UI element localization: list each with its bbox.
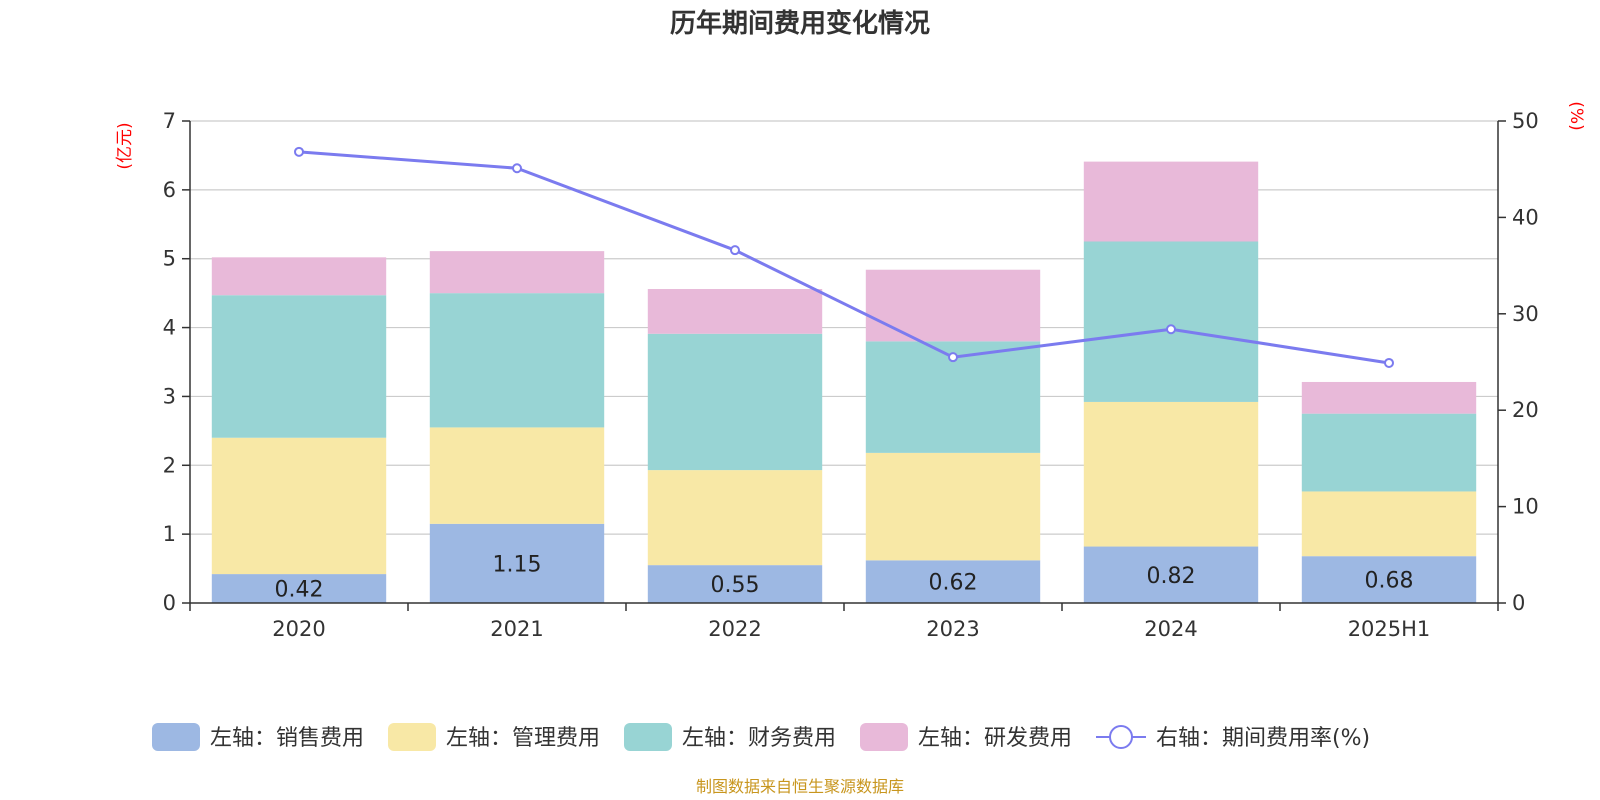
legend-swatch xyxy=(388,723,436,751)
legend-swatch xyxy=(152,723,200,751)
bar-segment xyxy=(1083,241,1259,402)
left-axis-unit: (亿元) xyxy=(115,122,135,169)
right-tick-label: 0 xyxy=(1512,591,1525,615)
data-labels: 0.42 1.15 0.55 0.62 0.82 0.68 xyxy=(275,552,1414,602)
bar-segment xyxy=(1083,161,1259,242)
bar-segment xyxy=(1083,546,1259,603)
bar-segment xyxy=(647,333,823,471)
right-tick-label: 20 xyxy=(1512,398,1539,422)
bar-segment xyxy=(865,560,1041,603)
rate-line xyxy=(294,146,1394,368)
bar-segment xyxy=(429,293,605,428)
legend-label: 左轴：研发费用 xyxy=(918,726,1072,751)
legend-label: 左轴：销售费用 xyxy=(210,726,364,751)
rate-line-path xyxy=(298,150,1390,365)
bar-segment xyxy=(211,257,387,296)
right-tick-label: 10 xyxy=(1512,495,1539,519)
legend-label: 左轴：管理费用 xyxy=(446,726,600,751)
bar-segment xyxy=(647,565,823,603)
x-tick-label: 2023 xyxy=(926,617,979,641)
bars xyxy=(211,161,1477,603)
left-tick-label: 0 xyxy=(163,591,176,615)
rate-line-point xyxy=(1166,324,1176,335)
bar-segment xyxy=(211,437,387,575)
bar-data-label: 0.62 xyxy=(929,571,978,596)
bar-segment xyxy=(1301,556,1477,603)
bar-data-label: 0.68 xyxy=(1365,569,1414,594)
rate-line-point xyxy=(730,245,740,256)
left-tick-label: 7 xyxy=(163,109,176,133)
bar-data-label: 0.42 xyxy=(275,578,324,603)
left-tick-label: 6 xyxy=(163,178,176,202)
left-tick-label: 1 xyxy=(163,522,176,546)
bar-segment xyxy=(865,452,1041,561)
left-tick-label: 3 xyxy=(163,384,176,408)
axes: 0 1 2 3 4 5 6 7 0 10 20 30 40 50 2020 2021 2022 2023 2024 2… xyxy=(163,109,1539,641)
x-tick-label: 2021 xyxy=(490,617,543,641)
x-tick-label: 2025H1 xyxy=(1348,617,1431,641)
source-note: 制图数据来自恒生聚源数据库 xyxy=(696,777,904,796)
rate-line-point xyxy=(294,146,304,157)
x-tick-label: 2022 xyxy=(708,617,761,641)
bar-segment xyxy=(429,427,605,524)
rate-line-point xyxy=(512,163,522,174)
bar-segment xyxy=(1301,491,1477,557)
grid xyxy=(190,120,1498,535)
bar-data-label: 0.55 xyxy=(711,573,760,598)
x-tick-label: 2020 xyxy=(272,617,325,641)
right-tick-label: 40 xyxy=(1512,205,1539,229)
bar-data-label: 1.15 xyxy=(493,552,542,577)
chart-title: 历年期间费用变化情况 xyxy=(670,8,930,39)
bar-segment xyxy=(865,269,1041,342)
legend-line-marker xyxy=(1109,725,1133,749)
legend-label: 左轴：财务费用 xyxy=(682,726,836,751)
left-tick-label: 2 xyxy=(163,453,176,477)
legend-swatch xyxy=(624,723,672,751)
legend-label: 右轴：期间费用率(%) xyxy=(1156,726,1370,751)
left-tick-label: 5 xyxy=(163,247,176,271)
bar-segment xyxy=(211,295,387,438)
bar-segment xyxy=(1301,381,1477,414)
bar-segment xyxy=(1301,413,1477,492)
bar-segment xyxy=(1083,401,1259,547)
legend-swatch xyxy=(860,723,908,751)
bar-segment xyxy=(429,251,605,294)
bar-segment xyxy=(647,470,823,566)
right-tick-label: 50 xyxy=(1512,109,1539,133)
bar-data-label: 0.82 xyxy=(1147,564,1196,589)
rate-line-point xyxy=(1384,357,1394,368)
bar-segment xyxy=(429,523,605,603)
bar-segment xyxy=(647,289,823,334)
right-tick-label: 30 xyxy=(1512,302,1539,326)
right-axis-unit: (%) xyxy=(1566,101,1586,130)
bar-segment xyxy=(211,574,387,603)
legend: 左轴：销售费用 左轴：管理费用 左轴：财务费用 左轴：研发费用 右轴：期间费用率(%) xyxy=(152,723,1370,751)
left-tick-label: 4 xyxy=(163,316,176,340)
rate-line-point xyxy=(948,352,958,363)
x-tick-label: 2024 xyxy=(1144,617,1197,641)
